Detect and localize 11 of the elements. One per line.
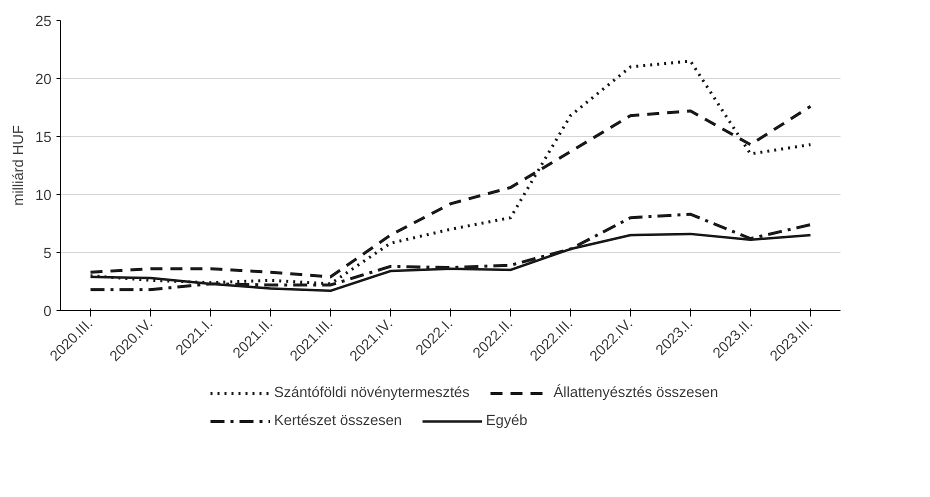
legend-label: Szántóföldi növénytermesztés <box>274 385 470 401</box>
legend-label: Kertészet összesen <box>274 413 402 429</box>
y-tick-label: 25 <box>35 14 52 30</box>
legend-label: Állattenyésztés összesen <box>554 385 718 401</box>
y-tick-label: 10 <box>35 188 52 204</box>
y-tick-label: 0 <box>43 304 52 320</box>
y-tick-label: 15 <box>35 130 52 146</box>
y-axis-title: milliárd HUF <box>11 125 28 206</box>
y-tick-label: 20 <box>35 72 52 88</box>
legend-label: Egyéb <box>486 413 528 429</box>
y-tick-label: 5 <box>43 246 52 262</box>
